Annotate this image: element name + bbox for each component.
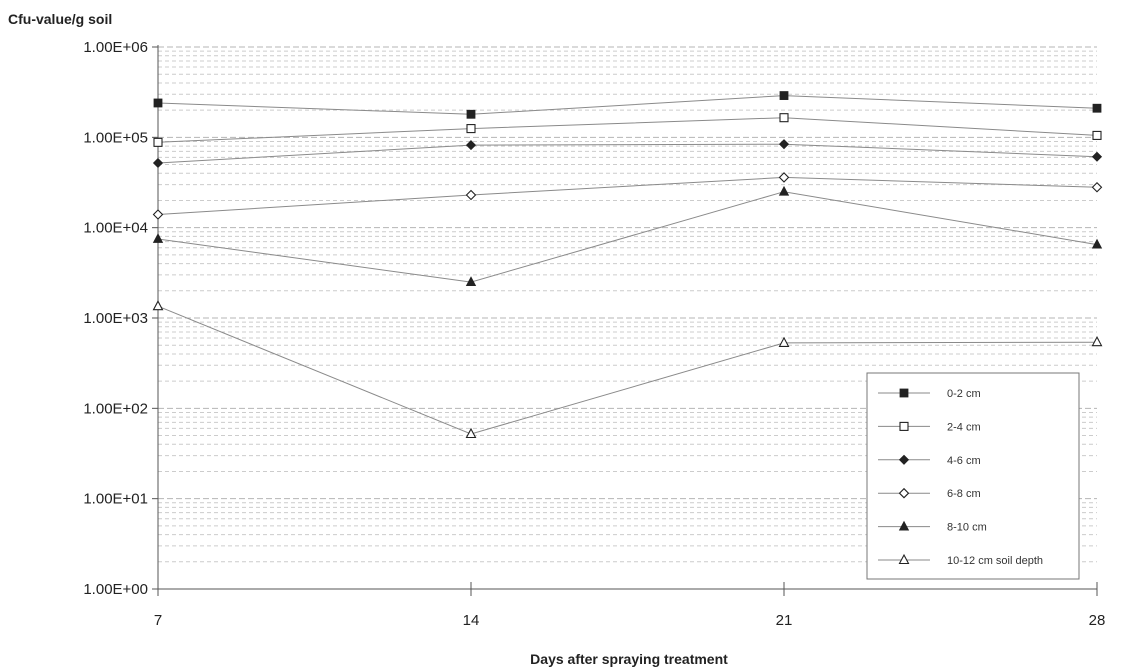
y-tick-label: 1.00E+03 xyxy=(83,310,148,327)
data-point-s2-1 xyxy=(154,138,162,146)
y-tick-label: 1.00E+04 xyxy=(83,220,148,237)
x-tick-label: 14 xyxy=(463,612,480,629)
x-tick-label: 28 xyxy=(1089,612,1106,629)
legend-label-6: 10-12 cm soil depth xyxy=(947,555,1043,567)
legend-label-5: 8-10 cm xyxy=(947,522,987,534)
legend-label-2: 2-4 cm xyxy=(947,421,981,433)
data-point-s5-1 xyxy=(154,234,163,243)
legend-label-4: 6-8 cm xyxy=(947,488,981,500)
y-tick-labels: 1.00E+00 1.00E+01 1.00E+02 1.00E+03 1.00E+04… xyxy=(83,39,148,598)
data-point-s3-4 xyxy=(1093,152,1102,161)
y-tick-label: 1.00E+02 xyxy=(83,400,148,417)
data-point-s2-3 xyxy=(780,114,788,122)
data-point-s3-1 xyxy=(154,158,163,167)
data-point-s1-3 xyxy=(780,92,788,100)
data-point-s6-3 xyxy=(780,338,789,347)
series-line-2 xyxy=(158,118,1097,143)
data-point-s2-2 xyxy=(467,125,475,133)
y-tick-label: 1.00E+05 xyxy=(83,129,148,146)
y-tick-label: 1.00E+00 xyxy=(83,581,148,598)
y-tick-label: 1.00E+06 xyxy=(83,39,148,56)
x-tick-label: 21 xyxy=(776,612,793,629)
x-tick-labels: 7 14 21 28 xyxy=(154,612,1106,629)
x-tick-label: 7 xyxy=(154,612,162,629)
data-point-s2-4 xyxy=(1093,131,1101,139)
data-point-s6-4 xyxy=(1093,337,1102,346)
data-point-s5-3 xyxy=(780,187,789,196)
legend-box xyxy=(867,373,1079,579)
data-point-s3-3 xyxy=(780,140,789,149)
x-axis-title: Days after spraying treatment xyxy=(530,651,728,667)
legend-label-1: 0-2 cm xyxy=(947,388,981,400)
data-point-s6-1 xyxy=(154,301,163,310)
data-point-s1-2 xyxy=(467,110,475,118)
legend-marker-2 xyxy=(900,422,908,430)
series-line-1 xyxy=(158,96,1097,115)
data-point-s4-1 xyxy=(154,210,163,219)
legend: 0-2 cm 2-4 cm 4-6 cm 6-8 cm 8-10 cm 10-12 cm … xyxy=(867,373,1079,579)
series-line-3 xyxy=(158,144,1097,163)
y-axis-title: Cfu-value/g soil xyxy=(8,11,112,27)
legend-marker-1 xyxy=(900,389,908,397)
data-point-s4-4 xyxy=(1093,183,1102,192)
data-point-s4-2 xyxy=(467,190,476,199)
data-point-s4-3 xyxy=(780,173,789,182)
series-line-4 xyxy=(158,177,1097,214)
data-point-s1-4 xyxy=(1093,104,1101,112)
y-tick-label: 1.00E+01 xyxy=(83,491,148,508)
data-point-s3-2 xyxy=(467,141,476,150)
legend-label-3: 4-6 cm xyxy=(947,455,981,467)
data-point-s1-1 xyxy=(154,99,162,107)
